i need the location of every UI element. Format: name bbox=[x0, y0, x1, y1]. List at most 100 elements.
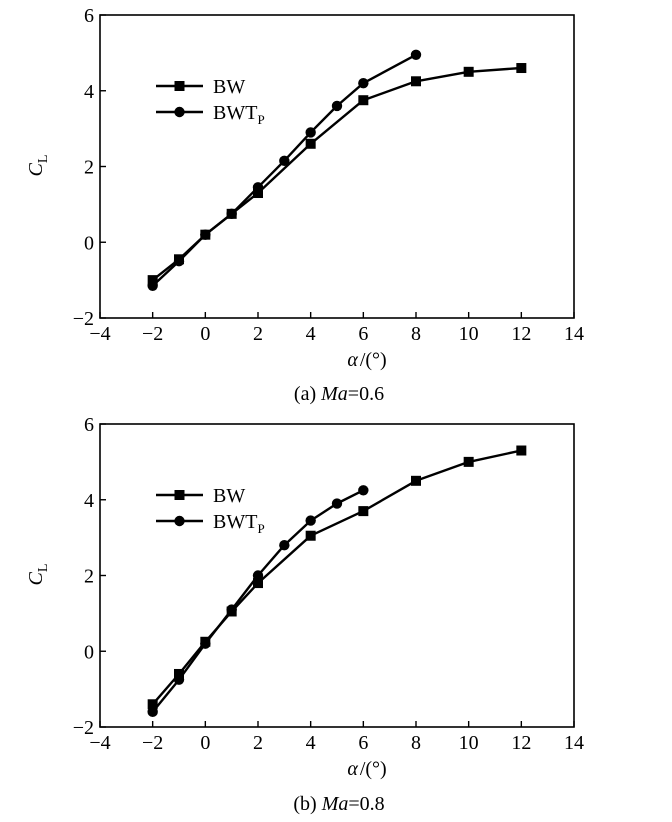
legend-item: BWTP bbox=[156, 102, 265, 127]
legend-label: BWTP bbox=[213, 102, 265, 127]
data-point-square bbox=[253, 578, 263, 589]
data-point-square bbox=[147, 275, 158, 286]
panel-caption: (b) Ma=0.8 bbox=[293, 793, 384, 815]
y-tick-label: −2 bbox=[73, 308, 94, 330]
data-point-square bbox=[463, 456, 474, 467]
x-tick-label: 6 bbox=[358, 732, 368, 754]
x-tick-label: 10 bbox=[459, 732, 479, 754]
data-point-circle bbox=[358, 77, 369, 89]
data-point-circle bbox=[147, 706, 158, 718]
x-axis-label-unit: /(°) bbox=[360, 758, 387, 780]
data-point-circle bbox=[358, 485, 369, 496]
y-tick-label: 4 bbox=[84, 81, 94, 103]
legend-label-sub: P bbox=[257, 112, 264, 127]
data-point-square bbox=[305, 530, 316, 541]
legend-item: BW bbox=[156, 76, 245, 98]
legend-marker-square bbox=[174, 81, 185, 91]
data-point-square bbox=[253, 188, 263, 199]
y-tick-label: 2 bbox=[84, 566, 94, 588]
y-tick-label: 0 bbox=[84, 641, 94, 663]
caption-variable: Ma bbox=[320, 383, 348, 405]
legend-item: BW bbox=[156, 485, 245, 507]
legend: BW BWTP bbox=[156, 76, 265, 127]
x-tick-label: 10 bbox=[459, 323, 479, 345]
y-tick-label: 4 bbox=[84, 490, 94, 512]
x-tick-label: −2 bbox=[142, 732, 163, 754]
legend-label-sub: P bbox=[257, 521, 264, 536]
x-axis-label-symbol: α bbox=[347, 758, 358, 780]
legend-marker-circle bbox=[174, 515, 185, 527]
x-tick-label: 2 bbox=[253, 732, 263, 754]
x-tick-label: −2 bbox=[142, 323, 163, 345]
data-point-circle bbox=[173, 674, 185, 685]
x-tick-label: 12 bbox=[511, 732, 531, 754]
legend-item: BWTP bbox=[156, 511, 265, 536]
x-tick-label: 8 bbox=[411, 732, 421, 754]
data-point-square bbox=[516, 445, 527, 456]
data-point-circle bbox=[226, 208, 237, 220]
caption-variable: Ma bbox=[321, 793, 349, 815]
x-tick-label: 8 bbox=[411, 323, 421, 345]
data-point-square bbox=[411, 475, 421, 486]
y-tick-label: 6 bbox=[84, 5, 94, 27]
x-axis-label-unit: /(°) bbox=[360, 349, 387, 371]
series-bwt-p bbox=[147, 49, 422, 292]
legend-marker-square bbox=[174, 490, 185, 500]
y-axis-label: CL bbox=[25, 155, 51, 177]
panel-caption: (a) Ma=0.6 bbox=[294, 383, 384, 405]
x-tick-label: 0 bbox=[200, 732, 210, 754]
x-axis-label: α/(°) bbox=[347, 758, 386, 780]
data-point-circle bbox=[147, 280, 158, 292]
data-point-circle bbox=[305, 127, 316, 138]
legend-label: BW bbox=[213, 76, 245, 98]
y-axis-label-sub: L bbox=[36, 155, 51, 164]
series-line bbox=[151, 66, 522, 282]
caption-prefix: (a) bbox=[294, 383, 321, 405]
data-point-circle bbox=[200, 638, 211, 649]
legend-label-main: BW bbox=[213, 485, 245, 507]
y-tick-label: 0 bbox=[84, 232, 94, 254]
series-line bbox=[151, 53, 417, 287]
series-bw bbox=[147, 445, 527, 710]
legend-label-main: BW bbox=[213, 76, 245, 98]
y-tick-label: 6 bbox=[84, 414, 94, 436]
data-point-square bbox=[174, 668, 184, 679]
y-axis-label: CL bbox=[25, 564, 51, 586]
data-point-circle bbox=[331, 498, 343, 509]
x-tick-label: 0 bbox=[200, 323, 210, 345]
caption-value: =0.8 bbox=[348, 793, 384, 815]
x-tick-label: 14 bbox=[564, 732, 584, 754]
data-point-circle bbox=[331, 100, 343, 112]
data-point-circle bbox=[279, 155, 290, 167]
y-axis-label-main: C bbox=[25, 163, 47, 177]
series-bw bbox=[147, 63, 527, 286]
series-line bbox=[151, 449, 522, 706]
caption-value: =0.6 bbox=[348, 383, 384, 405]
data-point-square bbox=[305, 138, 316, 149]
x-tick-label: 4 bbox=[306, 732, 316, 754]
legend-label-main: BWT bbox=[213, 511, 257, 533]
y-tick-label: 2 bbox=[84, 157, 94, 179]
x-tick-label: 12 bbox=[511, 323, 531, 345]
data-point-circle bbox=[410, 49, 422, 60]
x-tick-label: 4 bbox=[306, 323, 316, 345]
data-point-circle bbox=[252, 570, 264, 581]
data-point-circle bbox=[252, 182, 264, 193]
legend-label: BWTP bbox=[213, 511, 265, 536]
data-point-square bbox=[147, 699, 158, 710]
plot-frame bbox=[99, 14, 575, 319]
legend-label: BW bbox=[213, 485, 245, 507]
x-tick-label: −4 bbox=[89, 323, 110, 345]
data-point-circle bbox=[305, 515, 316, 526]
data-point-square bbox=[516, 63, 527, 74]
data-point-square bbox=[463, 66, 474, 77]
data-point-circle bbox=[173, 255, 185, 267]
y-axis-label-main: C bbox=[25, 572, 47, 586]
legend-marker-circle bbox=[174, 106, 185, 118]
data-point-circle bbox=[200, 229, 211, 240]
x-tick-label: 6 bbox=[358, 323, 368, 345]
data-point-square bbox=[358, 95, 369, 106]
data-point-square bbox=[411, 76, 421, 87]
